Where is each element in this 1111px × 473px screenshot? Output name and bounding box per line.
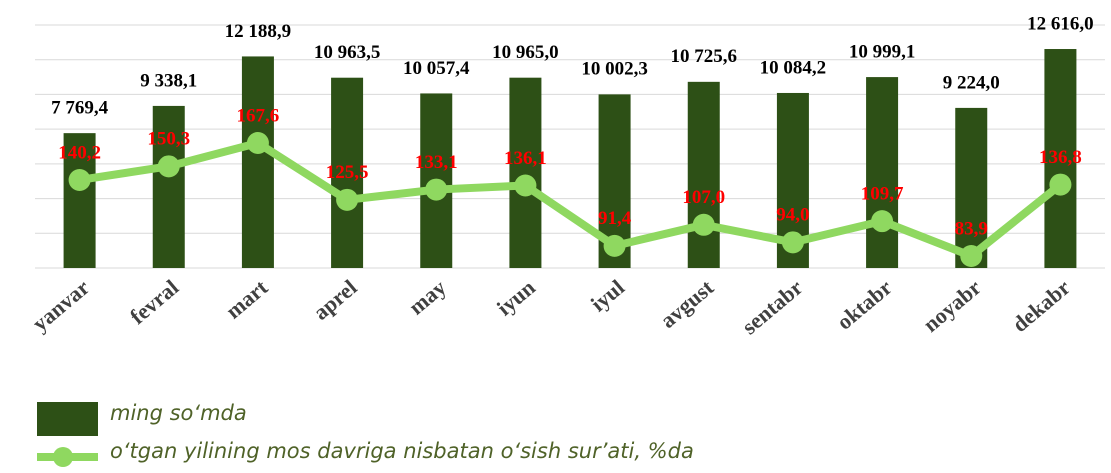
- data-label: 10 965,0: [492, 42, 559, 63]
- x-tick-label: may: [404, 275, 451, 320]
- bar: [509, 77, 542, 269]
- line-marker: [425, 178, 448, 201]
- data-label: 10 057,4: [403, 58, 470, 79]
- line-marker: [871, 210, 894, 233]
- line-marker: [692, 213, 715, 236]
- legend-label: o‘tgan yilining mos davriga nisbatan o‘s…: [110, 439, 694, 463]
- x-tick-label: aprel: [308, 275, 361, 325]
- bar: [152, 105, 185, 268]
- x-tick-label: oktabr: [832, 274, 897, 334]
- data-label: 12 616,0: [1027, 13, 1094, 34]
- line-marker: [157, 155, 180, 178]
- data-label: 9 224,0: [943, 72, 1000, 93]
- bar: [866, 77, 899, 268]
- bar: [331, 77, 364, 269]
- data-label: 150,3: [147, 129, 190, 150]
- data-label: 10 963,5: [314, 42, 381, 63]
- line-marker: [1049, 173, 1072, 196]
- bar: [1044, 49, 1077, 269]
- data-label: 136,1: [504, 148, 547, 169]
- data-label: 140,2: [58, 142, 101, 163]
- line-marker: [68, 168, 91, 191]
- legend-swatch: [37, 402, 98, 436]
- data-label: 109,7: [861, 184, 904, 205]
- line: [78, 138, 1063, 260]
- data-label: 10 084,2: [760, 57, 827, 78]
- bar: [687, 81, 720, 268]
- bar: [63, 133, 96, 268]
- line-marker: [603, 234, 626, 257]
- data-label: 136,8: [1039, 147, 1082, 168]
- data-label: 167,6: [237, 105, 280, 126]
- line-marker: [246, 131, 269, 154]
- legend-swatch: [53, 447, 73, 467]
- data-label: 10 002,3: [581, 59, 648, 80]
- x-tick-label: yanvar: [27, 274, 94, 336]
- line-marker: [514, 174, 537, 197]
- line-marker: [781, 231, 804, 254]
- data-label: 9 338,1: [140, 70, 197, 91]
- data-label: 7 769,4: [51, 98, 109, 119]
- data-label: 10 999,1: [849, 41, 916, 62]
- data-label: 83,9: [955, 218, 988, 239]
- x-tick-label: mart: [221, 274, 273, 323]
- x-tick-label: avgust: [655, 274, 718, 333]
- legend-label: ming so‘mda: [110, 401, 247, 425]
- data-label: 91,4: [598, 208, 632, 229]
- data-label: 10 725,6: [671, 46, 738, 67]
- data-label: 125,5: [326, 162, 369, 183]
- data-label: 107,0: [682, 187, 725, 208]
- data-label: 94,0: [776, 205, 809, 226]
- line-marker: [336, 188, 359, 211]
- bar: [955, 107, 988, 269]
- data-label: 12 188,9: [225, 21, 292, 42]
- x-tick-label: iyul: [586, 275, 629, 317]
- x-tick-label: fevral: [125, 275, 183, 329]
- x-tick-label: noyabr: [918, 274, 986, 337]
- x-tick-label: iyun: [492, 275, 540, 321]
- x-tick-label: sentabr: [737, 274, 808, 339]
- bar: [241, 56, 274, 269]
- line-marker: [960, 244, 983, 267]
- data-label: 133,1: [415, 152, 458, 173]
- x-tick-label: dekabr: [1007, 274, 1075, 337]
